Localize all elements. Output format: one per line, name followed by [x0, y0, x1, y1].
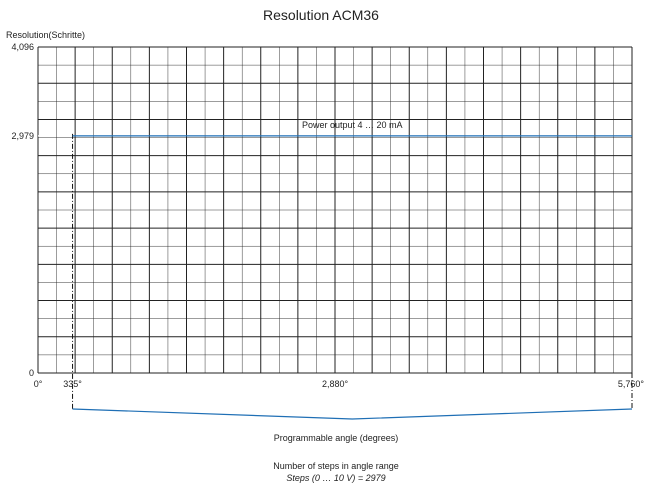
y-tick-labels: 0 2,979 4,096 [11, 42, 34, 378]
grid-major [37, 46, 633, 374]
y-tick-label: 0 [29, 368, 34, 378]
y-tick-label: 4,096 [11, 42, 34, 52]
y-tick-label: 2,979 [11, 131, 34, 141]
x-tick-label: 2,880° [322, 379, 349, 389]
x-tick-label: 335° [63, 379, 82, 389]
x-tick-label: 0° [34, 379, 43, 389]
footer-line-2: Steps (0 … 10 V) = 2979 [286, 473, 385, 483]
y-axis-label: Resolution(Schritte) [6, 30, 85, 40]
guide-lines [72, 133, 633, 409]
angle-range-brace [72, 408, 633, 420]
x-axis-label: Programmable angle (degrees) [274, 433, 399, 443]
footer-line-1: Number of steps in angle range [273, 461, 399, 471]
x-tick-labels: 0° 335° 2,880° 5,760° [34, 379, 645, 389]
x-tick-label: 5,760° [618, 379, 645, 389]
series-layer: Power output 4 … 20 mA [38, 120, 632, 137]
series-label: Power output 4 … 20 mA [302, 120, 403, 130]
chart-title: Resolution ACM36 [263, 7, 379, 23]
